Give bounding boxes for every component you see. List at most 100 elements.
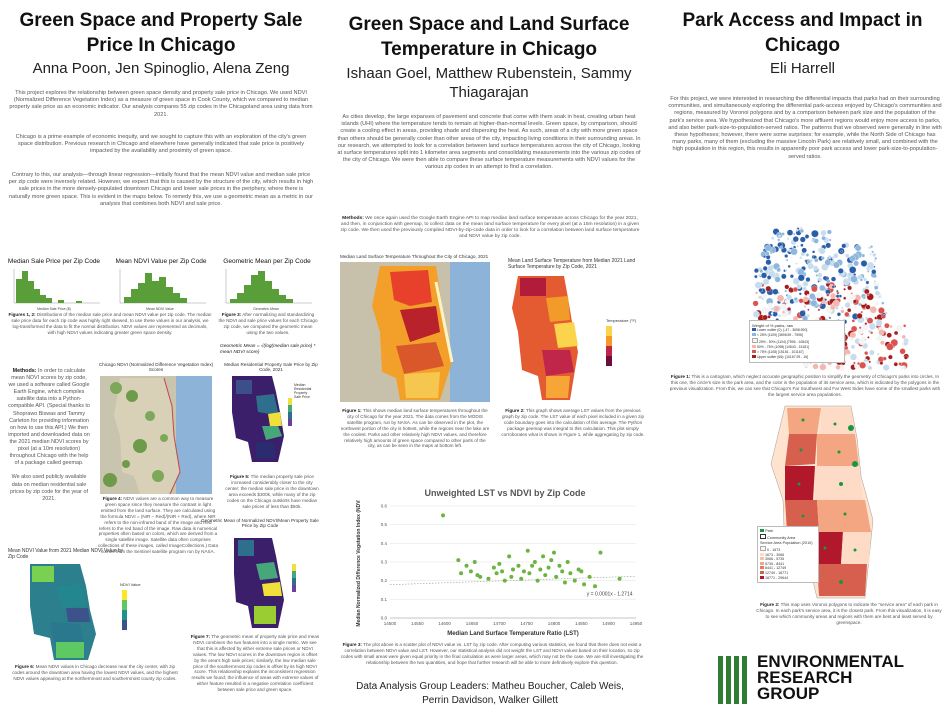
- cartogram-legend-item: Upper outlier (66): [10167.99 - 16]: [752, 355, 842, 360]
- lst-map-2-title: Mean Land Surface Temperature from Media…: [508, 258, 636, 270]
- figure-2-caption: Figure 2: This map uses Voronoi polygons…: [756, 602, 942, 625]
- park-circle: [797, 274, 805, 282]
- lst-zip-map: Temperature (°F): [512, 276, 637, 400]
- scatter-point: [491, 565, 496, 570]
- park-circle: [786, 229, 794, 236]
- park-circle: [864, 351, 869, 356]
- geo-mean-map-title: Geometric Mean of Normalized NDVI/Mean P…: [201, 518, 319, 528]
- x-tick-label: 14950: [630, 621, 643, 626]
- figure-4-caption: Figure 4: NDVI values are a common way t…: [98, 496, 219, 555]
- scatter-point: [441, 513, 446, 518]
- scatter-point: [617, 576, 622, 581]
- park-circle: [820, 229, 827, 236]
- scatter-point: [464, 563, 469, 568]
- scatter-point: [557, 563, 562, 568]
- hist-geo-xlabel: Geometric Mean: [253, 307, 279, 311]
- park-circle: [881, 301, 885, 305]
- park-circle: [903, 340, 909, 346]
- park-circle: [805, 277, 811, 282]
- park-circle: [806, 294, 810, 297]
- x-tick-label: 14800: [548, 621, 561, 626]
- hist-sale-price-xlabel: Median Sale Price ($): [37, 307, 71, 311]
- scatter-point: [598, 550, 603, 555]
- park-circle: [884, 322, 890, 329]
- park-circle: [873, 285, 879, 290]
- x-tick-label: 14650: [466, 621, 479, 626]
- park-circle: [860, 298, 867, 305]
- y-tick-label: 0.3: [381, 560, 388, 565]
- scatter-point: [538, 567, 543, 572]
- y-tick-label: 0.1: [381, 597, 388, 602]
- ndvi-zip-map-title: Mean NDVI Value from 2021 Median NDVI Va…: [8, 548, 124, 560]
- voronoi-legend-area: Community Area: [760, 534, 816, 541]
- ndvi-satellite-map-title: Chicago NDVI (Normalized Difference Vege…: [98, 362, 214, 372]
- poster-column-green-space-sale-price: Green Space and Property Sale Price In C…: [0, 0, 322, 720]
- park-circle: [765, 259, 772, 266]
- park-circle: [849, 266, 857, 274]
- x-tick-label: 14550: [411, 621, 424, 626]
- park-circle: [865, 280, 870, 285]
- park-circle: [862, 296, 866, 300]
- park-circle: [866, 261, 875, 270]
- park-circle: [856, 358, 860, 362]
- y-tick-label: 0.4: [381, 541, 388, 546]
- park-circle: [859, 278, 863, 282]
- park-circle: [754, 281, 762, 289]
- park-circle: [873, 260, 877, 263]
- x-tick-label: 14850: [575, 621, 588, 626]
- park-circle: [778, 314, 782, 318]
- park-circle: [859, 361, 867, 369]
- cartogram-legend-item: < 25% (1109) [3698.59 - 7596]: [752, 333, 842, 338]
- park-circle: [903, 355, 908, 360]
- park-circle: [830, 276, 837, 282]
- park-circle: [836, 312, 841, 317]
- scatter-point: [562, 580, 567, 585]
- y-tick-label: 0.0: [381, 616, 388, 621]
- figure-2-caption: Figure 2: This graph shows average LST v…: [501, 408, 645, 437]
- scatter-point: [568, 571, 573, 576]
- park-circle: [869, 349, 875, 356]
- poster-authors: Ishaan Goel, Matthew Rubenstein, Sammy T…: [346, 65, 632, 101]
- park-circle: [759, 269, 764, 274]
- ndvi-legend-title: NDVI Value: [120, 582, 141, 587]
- scatter-point: [572, 578, 577, 583]
- park-circle: [779, 245, 783, 249]
- price-legend-line-2: Residential: [294, 387, 312, 391]
- park-circle: [865, 285, 870, 290]
- poster-authors: Anna Poon, Jen Spinoglio, Alena Zeng: [32, 60, 290, 77]
- park-circle: [881, 314, 886, 319]
- park-circle: [755, 291, 759, 295]
- price-map-title: Median Residential Property Sale Price b…: [224, 362, 318, 372]
- scatter-point: [549, 558, 554, 563]
- park-circle: [760, 272, 768, 279]
- park-circle: [898, 362, 902, 366]
- scatter-point: [521, 569, 526, 574]
- park-circle: [791, 286, 794, 289]
- scatter-point: [554, 574, 559, 579]
- park-circle: [871, 250, 874, 254]
- park-circle: [767, 315, 771, 319]
- park-circle: [815, 291, 823, 299]
- park-circle: [785, 258, 789, 262]
- park-circle: [836, 289, 839, 293]
- park-circle: [867, 365, 873, 371]
- park-circle: [852, 299, 857, 304]
- park-circle: [841, 243, 847, 249]
- park-circle: [870, 331, 874, 335]
- price-map: Median Residential Property Sale Price: [222, 372, 320, 468]
- poster-author: Eli Harrell: [769, 60, 835, 77]
- scatter-point: [552, 550, 556, 555]
- park-circle: [884, 311, 888, 315]
- park-circle: [864, 322, 868, 326]
- hist-ndvi-title: Mean NDVI Value per Zip Code: [115, 258, 207, 265]
- park-circle: [798, 298, 804, 304]
- park-circle: [810, 238, 814, 242]
- park-circle: [819, 284, 826, 292]
- park-circle: [813, 265, 819, 271]
- x-tick-label: 14750: [520, 621, 533, 626]
- park-circle: [869, 253, 872, 256]
- park-circle: [867, 336, 870, 339]
- park-circle: [825, 242, 832, 249]
- park-circle: [813, 238, 819, 244]
- park-circle: [763, 255, 766, 259]
